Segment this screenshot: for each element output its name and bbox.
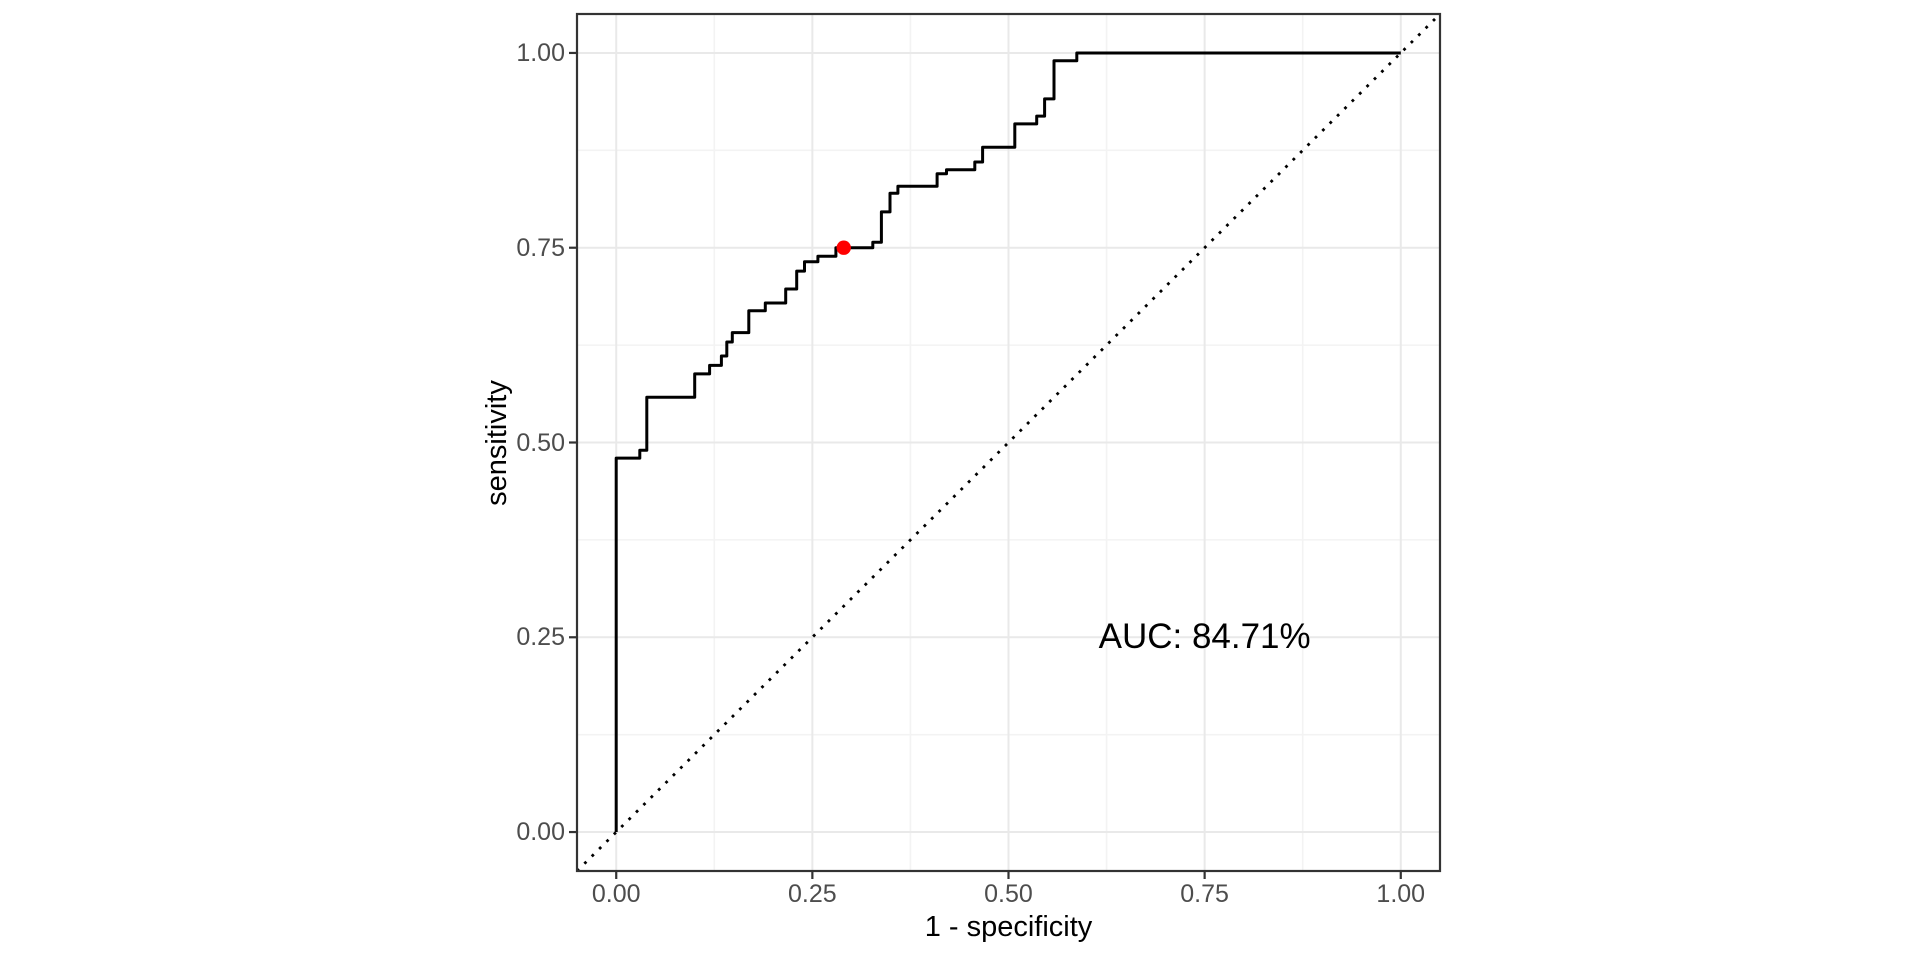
y-tick-label: 1.00 — [516, 38, 565, 67]
best-threshold-point — [836, 240, 851, 255]
roc-curve-path — [614, 51, 1401, 832]
x-tick-label: 0.25 — [788, 880, 837, 908]
y-tick-label: 0.25 — [516, 623, 565, 652]
auc-annotation: AUC: 84.71% — [1098, 617, 1311, 657]
y-tick-label: 0.00 — [516, 818, 565, 847]
y-tick-label: 0.50 — [516, 428, 565, 457]
x-tick-label: 0.50 — [984, 880, 1033, 908]
y-axis-title: sensitivity — [481, 379, 513, 506]
y-tick-label: 0.75 — [516, 233, 565, 262]
x-tick-label: 1.00 — [1376, 880, 1426, 908]
x-axis-title: 1 - specificity — [924, 911, 1093, 943]
x-tick-label: 0.00 — [591, 880, 641, 908]
x-tick-label: 0.75 — [1180, 880, 1229, 908]
